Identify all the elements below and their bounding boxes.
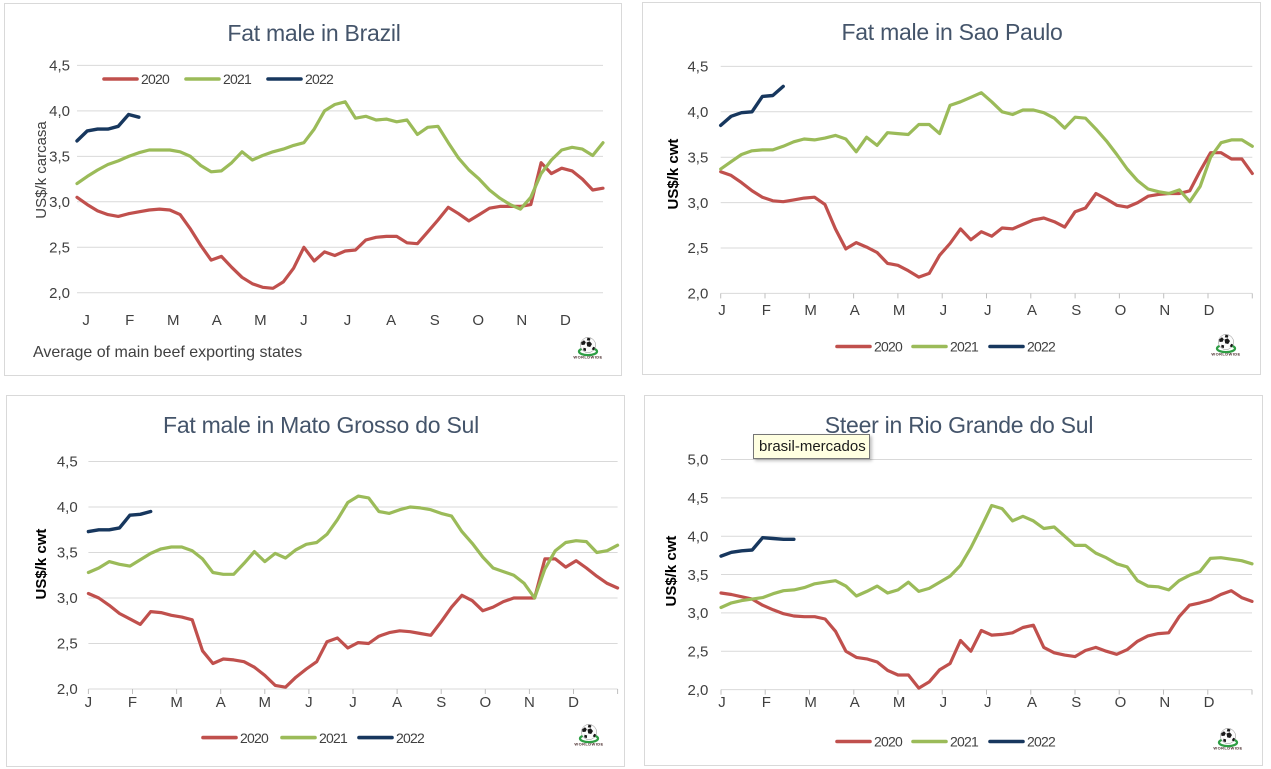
svg-text:Steer in Rio Grande do Sul: Steer in Rio Grande do Sul [825, 412, 1093, 438]
svg-text:J: J [300, 312, 308, 329]
svg-text:O: O [1115, 302, 1127, 319]
svg-text:4,0: 4,0 [687, 104, 708, 121]
svg-text:D: D [1204, 694, 1215, 711]
svg-text:2,5: 2,5 [688, 643, 709, 660]
svg-text:4,5: 4,5 [49, 58, 70, 75]
svg-text:A: A [392, 694, 402, 711]
svg-text:2,0: 2,0 [49, 285, 70, 302]
svg-text:M: M [259, 694, 272, 711]
svg-text:J: J [718, 694, 726, 711]
svg-text:2020: 2020 [874, 339, 903, 355]
svg-text:J: J [718, 302, 726, 319]
svg-text:3,5: 3,5 [688, 567, 709, 584]
svg-text:M: M [804, 694, 817, 711]
svg-text:D: D [568, 694, 579, 711]
svg-text:N: N [1159, 694, 1170, 711]
svg-text:F: F [125, 312, 134, 329]
svg-text:2022: 2022 [1027, 339, 1056, 355]
svg-text:A: A [212, 312, 222, 329]
svg-text:J: J [85, 694, 93, 711]
svg-text:3,0: 3,0 [57, 590, 78, 607]
svg-text:4,5: 4,5 [57, 454, 78, 471]
svg-text:5,0: 5,0 [688, 452, 709, 469]
svg-text:2,0: 2,0 [688, 682, 709, 699]
svg-text:M: M [170, 694, 183, 711]
svg-text:J: J [984, 302, 992, 319]
svg-text:4,5: 4,5 [687, 59, 708, 76]
svg-text:A: A [1027, 302, 1037, 319]
svg-text:F: F [128, 694, 137, 711]
svg-text:J: J [305, 694, 313, 711]
svg-text:O: O [1115, 694, 1127, 711]
svg-text:2022: 2022 [396, 730, 425, 746]
svg-text:2021: 2021 [950, 734, 979, 750]
svg-text:3,5: 3,5 [49, 149, 70, 166]
svg-text:WORLDWIDE: WORLDWIDE [574, 742, 603, 747]
svg-text:2,5: 2,5 [57, 636, 78, 653]
svg-text:3,5: 3,5 [57, 545, 78, 562]
svg-text:2021: 2021 [950, 339, 979, 355]
svg-text:2,5: 2,5 [687, 240, 708, 257]
svg-text:2,0: 2,0 [57, 681, 78, 698]
svg-text:S: S [430, 312, 440, 329]
svg-text:N: N [524, 694, 535, 711]
svg-text:2020: 2020 [874, 734, 903, 750]
svg-text:3,5: 3,5 [687, 149, 708, 166]
svg-text:F: F [762, 302, 771, 319]
svg-text:4,0: 4,0 [688, 528, 709, 545]
svg-text:S: S [436, 694, 446, 711]
svg-text:Fat male in Brazil: Fat male in Brazil [227, 20, 400, 46]
svg-text:J: J [349, 694, 357, 711]
svg-text:4,0: 4,0 [57, 499, 78, 516]
svg-text:US$/k cwt: US$/k cwt [663, 536, 680, 607]
svg-text:2021: 2021 [319, 730, 348, 746]
svg-text:J: J [940, 694, 948, 711]
svg-text:3,0: 3,0 [688, 605, 709, 622]
svg-text:F: F [762, 694, 771, 711]
svg-text:US$/k carcasa: US$/k carcasa [33, 121, 50, 219]
svg-text:4,5: 4,5 [688, 490, 709, 507]
svg-text:A: A [850, 302, 860, 319]
svg-text:3,0: 3,0 [49, 194, 70, 211]
svg-text:2020: 2020 [141, 71, 170, 87]
svg-text:A: A [1027, 694, 1037, 711]
svg-text:A: A [386, 312, 396, 329]
svg-text:A: A [850, 694, 860, 711]
svg-text:J: J [984, 694, 992, 711]
svg-text:M: M [254, 312, 267, 329]
svg-text:2020: 2020 [240, 730, 269, 746]
svg-text:J: J [82, 312, 90, 329]
svg-text:Fat male in Sao Paulo: Fat male in Sao Paulo [841, 19, 1062, 45]
svg-text:4,0: 4,0 [49, 103, 70, 120]
svg-text:2021: 2021 [223, 71, 252, 87]
svg-text:WORLDWIDE: WORLDWIDE [1211, 352, 1240, 357]
svg-text:O: O [479, 694, 491, 711]
svg-text:N: N [1159, 302, 1170, 319]
svg-text:S: S [1071, 302, 1081, 319]
svg-text:N: N [516, 312, 527, 329]
svg-text:D: D [1204, 302, 1215, 319]
svg-text:A: A [216, 694, 226, 711]
svg-text:D: D [560, 312, 571, 329]
svg-text:Average of main beef exporting: Average of main beef exporting states [33, 344, 302, 361]
svg-text:US$/k cwt: US$/k cwt [665, 139, 682, 210]
svg-text:M: M [893, 694, 906, 711]
svg-text:2022: 2022 [1027, 734, 1056, 750]
svg-text:O: O [472, 312, 484, 329]
svg-text:S: S [1071, 694, 1081, 711]
svg-text:US$/k cwt: US$/k cwt [33, 529, 50, 600]
svg-text:3,0: 3,0 [687, 195, 708, 212]
svg-text:2,5: 2,5 [49, 240, 70, 257]
svg-text:WORLDWIDE: WORLDWIDE [1213, 746, 1242, 751]
svg-text:2022: 2022 [305, 71, 334, 87]
svg-text:2,0: 2,0 [687, 286, 708, 303]
svg-text:M: M [804, 302, 817, 319]
svg-text:M: M [893, 302, 906, 319]
svg-text:Fat male in Mato Grosso do Sul: Fat male in Mato Grosso do Sul [163, 412, 479, 438]
svg-text:J: J [940, 302, 948, 319]
svg-text:M: M [167, 312, 180, 329]
svg-text:WORLDWIDE: WORLDWIDE [573, 355, 602, 360]
svg-text:J: J [344, 312, 352, 329]
